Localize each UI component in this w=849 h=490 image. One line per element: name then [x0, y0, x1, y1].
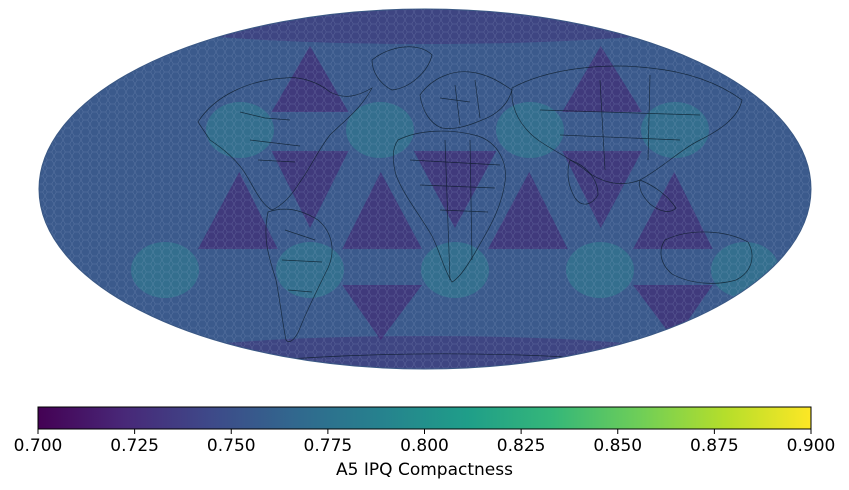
- colorbar-gradient: [37, 406, 812, 430]
- colorbar-label: A5 IPQ Compactness: [336, 460, 513, 480]
- colorbar-tick-label: 0.775: [304, 436, 353, 456]
- globe-outline: [38, 8, 812, 370]
- country-borders: [197, 46, 753, 365]
- colorbar-tick-label: 0.750: [207, 436, 256, 456]
- colorbar-tick-label: 0.825: [497, 436, 546, 456]
- colorbar-tick-label: 0.875: [690, 436, 739, 456]
- colorbar-tick-label: 0.725: [110, 436, 159, 456]
- colorbar-tick-label: 0.700: [14, 436, 63, 456]
- colorbar-ticks: 0.700 0.725 0.750 0.775 0.800 0.825 0.850 0.875…: [14, 429, 836, 456]
- globe-map: [38, 8, 812, 370]
- colorbar-tick-label: 0.900: [787, 436, 836, 456]
- cell-grid: [39, 9, 811, 369]
- colorbar-tick-label: 0.800: [400, 436, 449, 456]
- colorbar: 0.700 0.725 0.750 0.775 0.800 0.825 0.850 0.875…: [14, 406, 836, 480]
- colorbar-tick-label: 0.850: [593, 436, 642, 456]
